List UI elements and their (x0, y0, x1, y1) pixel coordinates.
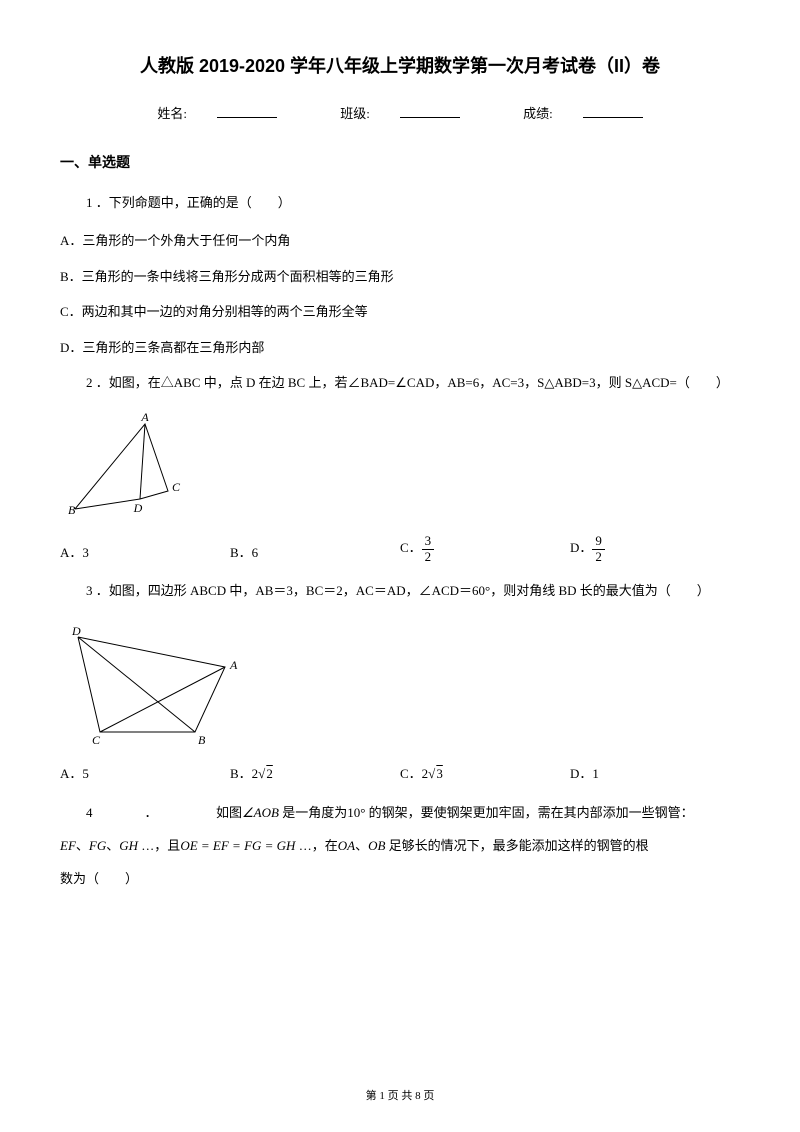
svg-text:B: B (68, 503, 76, 517)
q4-line2: EF、FG、GH …，且OE = EF = FG = GH …，在OA、OB 足… (60, 834, 740, 857)
info-row: 姓名: 班级: 成绩: (60, 102, 740, 125)
page-title: 人教版 2019-2020 学年八年级上学期数学第一次月考试卷（II）卷 (60, 50, 740, 82)
q2-stem: 2 ．如图，在△ABC 中，点 D 在边 BC 上，若∠BAD=∠CAD，AB=… (60, 371, 740, 394)
q1-optA: A．三角形的一个外角大于任何一个内角 (60, 229, 740, 252)
svg-text:B: B (198, 733, 206, 747)
svg-text:A: A (229, 658, 238, 672)
q3-figure: D A B C (60, 617, 740, 747)
score-label: 成绩: (508, 106, 658, 121)
svg-text:C: C (172, 480, 181, 494)
q4-line1: 4 ． 如图∠AOB 是一角度为10° 的钢架，要使钢架更加牢固，需在其内部添加… (60, 801, 740, 824)
svg-text:A: A (140, 410, 149, 424)
q2-optD: D．92 (570, 534, 740, 564)
q4-line3: 数为（ ） (60, 867, 740, 890)
q3-optB: B．2√2 (230, 762, 400, 785)
q3-stem: 3 ．如图，四边形 ABCD 中，AB＝3，BC＝2，AC＝AD，∠ACD＝60… (60, 579, 740, 602)
q3-optA: A．5 (60, 762, 230, 785)
svg-text:D: D (71, 624, 81, 638)
q3-optD: D．1 (570, 762, 740, 785)
name-label: 姓名: (142, 106, 292, 121)
q2-optA: A．3 (60, 541, 230, 564)
class-label: 班级: (325, 106, 475, 121)
q2-options: A．3 B．6 C．32 D．92 (60, 534, 740, 564)
q1-optB: B．三角形的一条中线将三角形分成两个面积相等的三角形 (60, 265, 740, 288)
page-footer: 第 1 页 共 8 页 (0, 1087, 800, 1107)
svg-text:C: C (92, 733, 101, 747)
q1-optD: D．三角形的三条高都在三角形内部 (60, 336, 740, 359)
q2-optC: C．32 (400, 534, 570, 564)
q2-figure: A B C D (60, 409, 740, 519)
section-header: 一、单选题 (60, 151, 740, 176)
q3-optC: C．2√3 (400, 762, 570, 785)
q2-optB: B．6 (230, 541, 400, 564)
q1-stem: 1 ．下列命题中，正确的是（ ） (60, 191, 740, 214)
q1-optC: C．两边和其中一边的对角分别相等的两个三角形全等 (60, 300, 740, 323)
q3-options: A．5 B．2√2 C．2√3 D．1 (60, 762, 740, 785)
svg-text:D: D (133, 501, 143, 515)
